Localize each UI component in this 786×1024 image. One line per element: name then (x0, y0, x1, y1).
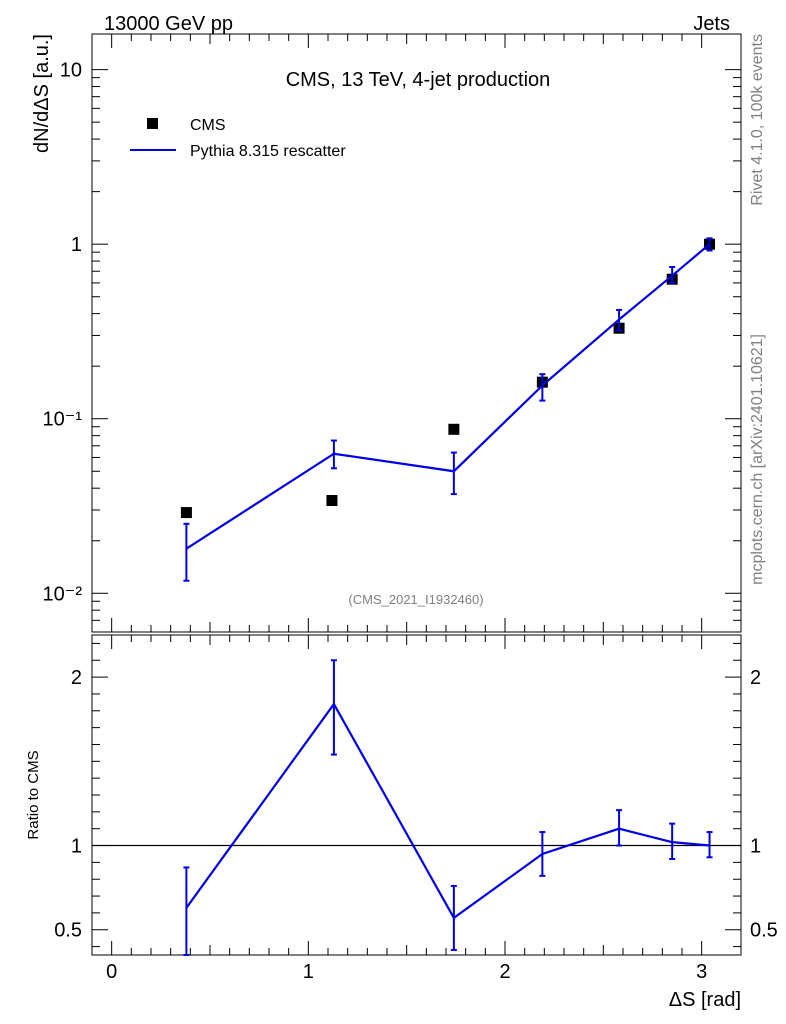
cms-data-point (326, 495, 338, 507)
ratio-data-marks (92, 659, 741, 956)
y-tick-label: 1 (71, 234, 82, 256)
main-y-label: dN/dΔS [a.u.] (31, 34, 53, 153)
header-left: 13000 GeV pp (104, 13, 233, 35)
ratio-y-tick-label-right: 0.5 (750, 920, 778, 942)
legend-cms-label: CMS (190, 117, 226, 134)
x-tick-label: 0 (106, 961, 117, 983)
header-right: Jets (693, 13, 730, 35)
x-tick-label: 1 (303, 961, 314, 983)
main-axis-ticks: 10⁻² 10⁻¹ 1 10 (43, 34, 741, 633)
legend: CMS Pythia 8.315 rescatter (130, 117, 346, 160)
ratio-y-tick-label: 2 (71, 667, 82, 689)
main-data-marks (180, 237, 716, 582)
y-tick-label: 10 (60, 60, 82, 82)
pythia-line (185, 243, 711, 550)
main-title: CMS, 13 TeV, 4-jet production (286, 69, 551, 91)
ratio-axis-ticks: 0 1 2 3 0.5 0.5 1 1 2 2 (54, 635, 778, 983)
ratio-y-tick-label-right: 2 (750, 667, 761, 689)
x-tick-label: 2 (499, 961, 510, 983)
ratio-y-tick-label: 1 (71, 836, 82, 858)
legend-cms-marker (147, 118, 158, 129)
legend-pythia-label: Pythia 8.315 rescatter (190, 143, 346, 160)
ratio-panel-frame (91, 634, 742, 956)
cms-data-point (448, 423, 460, 435)
main-panel-frame (91, 33, 742, 633)
x-axis-label: ΔS [rad] (669, 989, 741, 1011)
y-tick-label: 10⁻² (43, 583, 83, 605)
mcplots-label: mcplots.cern.ch [arXiv:2401.10621] (749, 334, 766, 585)
ratio-y-label: Ratio to CMS (25, 750, 42, 839)
analysis-id: (CMS_2021_I1932460) (348, 592, 483, 607)
y-tick-label: 10⁻¹ (43, 409, 83, 431)
cms-data-point (180, 507, 192, 519)
ratio-y-tick-label: 0.5 (54, 920, 82, 942)
ratio-y-tick-label-right: 1 (750, 836, 761, 858)
ratio-line (185, 702, 710, 920)
rivet-label: Rivet 4.1.0, 100k events (749, 34, 766, 206)
x-tick-label: 3 (696, 961, 707, 983)
